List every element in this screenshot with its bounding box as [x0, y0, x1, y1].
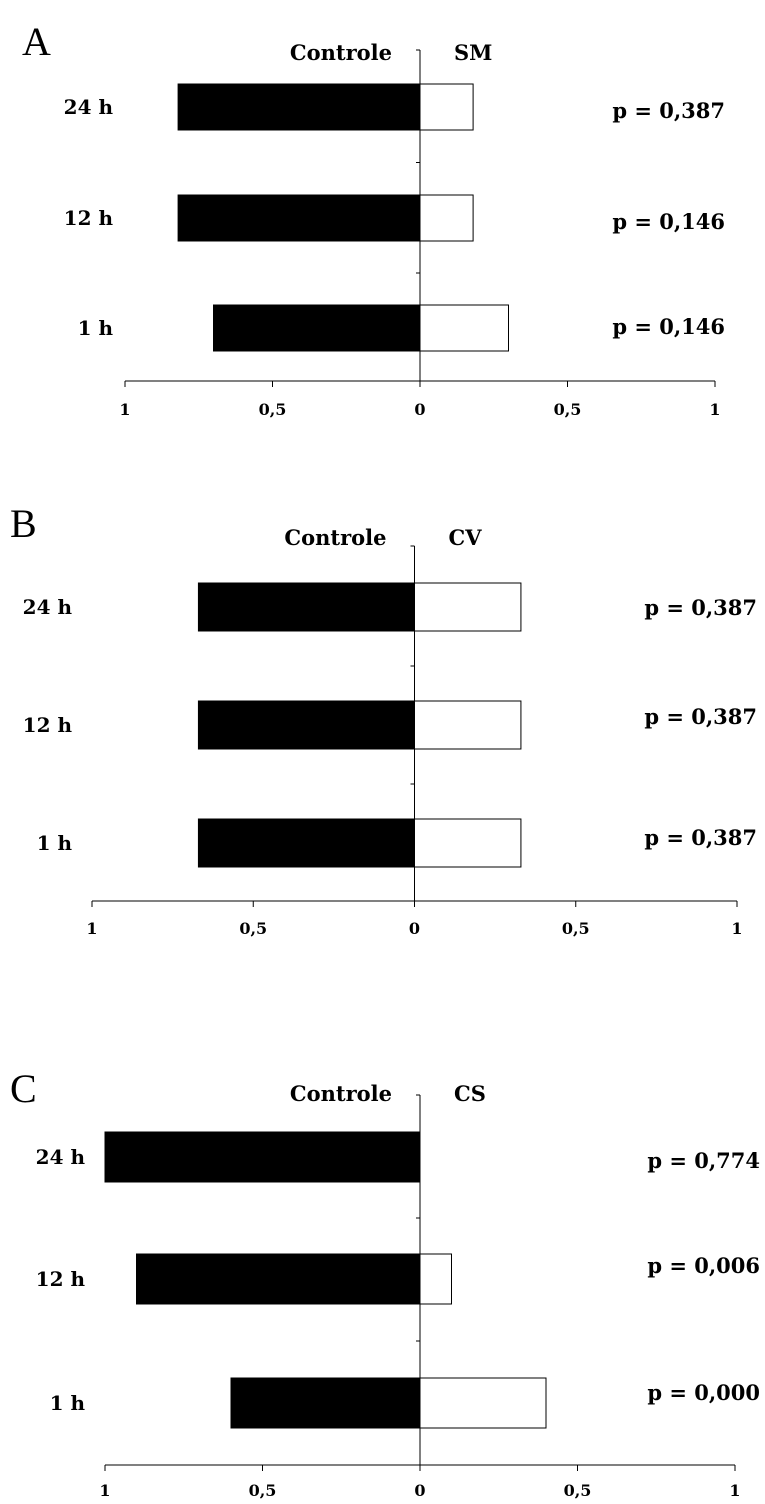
category-label: 12 h [23, 713, 73, 737]
x-tick-label: 0 [414, 1481, 425, 1500]
bar-treatment [419, 304, 509, 352]
p-value-label: p = 0,146 [612, 209, 725, 234]
right-group-header: CS [454, 1081, 486, 1106]
right-group-header: SM [454, 40, 492, 65]
p-value-label: p = 0,387 [644, 704, 757, 729]
x-tick-label: 0 [414, 400, 425, 419]
x-tick-label: 0,5 [249, 1481, 277, 1500]
x-tick-label: 0,5 [259, 400, 287, 419]
panel-label: C [10, 1066, 37, 1111]
left-group-header: Controle [290, 1081, 392, 1106]
p-value-label: p = 0,146 [612, 314, 725, 339]
category-label: 1 h [50, 1391, 86, 1415]
bar-controle [230, 1377, 421, 1429]
category-label: 1 h [78, 316, 114, 340]
bar-treatment [414, 582, 522, 632]
category-label: 12 h [36, 1267, 86, 1291]
left-group-header: Controle [290, 40, 392, 65]
x-tick-label: 0,5 [564, 1481, 592, 1500]
category-label: 24 h [23, 595, 73, 619]
right-group-header: CV [449, 525, 483, 550]
p-value-label: p = 0,387 [644, 595, 757, 620]
category-label: 1 h [37, 831, 73, 855]
p-value-label: p = 0,006 [647, 1253, 760, 1278]
bar-treatment [419, 194, 474, 242]
bar-treatment [419, 1377, 547, 1429]
left-group-header: Controle [284, 525, 386, 550]
bar-treatment [414, 700, 522, 750]
panel-label: A [22, 19, 51, 64]
bar-controle [177, 194, 421, 242]
x-tick-label: 0 [409, 919, 420, 938]
p-value-label: p = 0,774 [647, 1148, 760, 1173]
bar-treatment [414, 818, 522, 868]
bar-controle [104, 1131, 421, 1183]
bar-treatment [419, 83, 474, 131]
x-tick-label: 0,5 [239, 919, 267, 938]
bar-controle [136, 1253, 421, 1305]
bar-controle [177, 83, 421, 131]
category-label: 24 h [36, 1145, 86, 1169]
bar-controle [197, 818, 415, 868]
category-label: 24 h [64, 95, 114, 119]
panel-label: B [10, 501, 37, 546]
x-tick-label: 1 [731, 919, 742, 938]
bar-controle [197, 582, 415, 632]
x-tick-label: 0,5 [562, 919, 590, 938]
x-tick-label: 1 [86, 919, 97, 938]
p-value-label: p = 0,387 [612, 98, 725, 123]
x-tick-label: 1 [99, 1481, 110, 1500]
x-tick-label: 0,5 [554, 400, 582, 419]
bar-controle [197, 700, 415, 750]
p-value-label: p = 0,000 [647, 1380, 760, 1405]
x-tick-label: 1 [709, 400, 720, 419]
category-label: 12 h [64, 206, 114, 230]
bar-controle [213, 304, 421, 352]
p-value-label: p = 0,387 [644, 825, 757, 850]
x-tick-label: 1 [729, 1481, 740, 1500]
x-tick-label: 1 [119, 400, 130, 419]
bar-treatment [419, 1253, 452, 1305]
